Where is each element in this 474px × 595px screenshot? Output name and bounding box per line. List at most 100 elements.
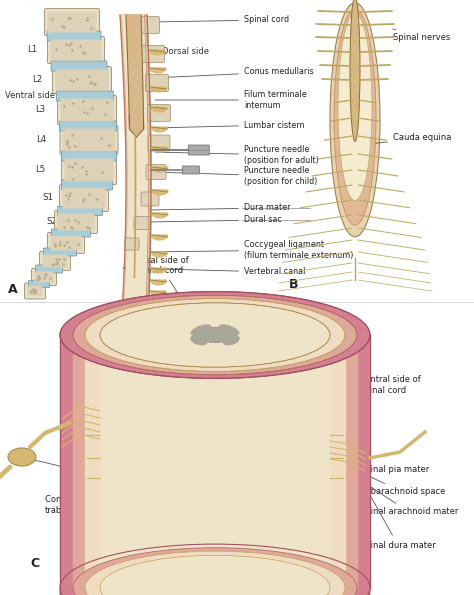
Polygon shape	[152, 213, 168, 218]
FancyBboxPatch shape	[62, 180, 112, 190]
FancyBboxPatch shape	[55, 211, 98, 233]
Text: L5: L5	[35, 165, 45, 174]
Polygon shape	[152, 167, 168, 172]
Ellipse shape	[196, 327, 234, 343]
Text: L1: L1	[27, 45, 37, 55]
Ellipse shape	[100, 303, 330, 367]
Polygon shape	[152, 147, 168, 152]
Ellipse shape	[73, 295, 357, 375]
Ellipse shape	[350, 0, 360, 142]
Polygon shape	[151, 87, 166, 92]
Polygon shape	[100, 335, 330, 587]
Text: Spinal nerve: Spinal nerve	[0, 594, 1, 595]
Polygon shape	[60, 335, 370, 587]
FancyBboxPatch shape	[142, 45, 164, 62]
FancyBboxPatch shape	[61, 99, 113, 121]
FancyBboxPatch shape	[137, 17, 159, 33]
FancyBboxPatch shape	[63, 187, 106, 208]
Text: Cauda equina: Cauda equina	[363, 133, 451, 145]
FancyBboxPatch shape	[47, 31, 101, 41]
FancyBboxPatch shape	[64, 158, 113, 181]
FancyBboxPatch shape	[146, 164, 166, 180]
FancyBboxPatch shape	[148, 135, 170, 151]
FancyBboxPatch shape	[63, 129, 115, 152]
FancyBboxPatch shape	[53, 67, 111, 93]
FancyBboxPatch shape	[43, 255, 67, 268]
Text: Puncture needle
(position for adult): Puncture needle (position for adult)	[155, 145, 319, 165]
Text: Subarachnoid space: Subarachnoid space	[347, 466, 446, 496]
Polygon shape	[129, 115, 144, 137]
Text: Lumbar cistern: Lumbar cistern	[155, 121, 304, 130]
Text: Connective tissue
trabeculae: Connective tissue trabeculae	[45, 471, 120, 515]
FancyBboxPatch shape	[55, 70, 109, 90]
FancyBboxPatch shape	[125, 238, 139, 250]
FancyBboxPatch shape	[182, 166, 200, 174]
Ellipse shape	[8, 448, 36, 466]
FancyBboxPatch shape	[51, 61, 107, 71]
Ellipse shape	[100, 555, 330, 595]
Polygon shape	[150, 291, 166, 296]
Text: Conus medullaris: Conus medullaris	[155, 67, 314, 78]
Text: Ventral root: Ventral root	[210, 457, 358, 595]
FancyBboxPatch shape	[57, 206, 102, 215]
FancyBboxPatch shape	[60, 126, 118, 155]
Text: Spinal nerves: Spinal nerves	[392, 29, 450, 42]
FancyBboxPatch shape	[57, 96, 117, 124]
Polygon shape	[73, 335, 357, 587]
Text: S3: S3	[49, 239, 61, 248]
Polygon shape	[150, 280, 166, 285]
Text: Ventral side: Ventral side	[5, 90, 55, 99]
FancyBboxPatch shape	[45, 8, 100, 36]
FancyBboxPatch shape	[28, 280, 49, 287]
Text: Puncture needle
(position for child): Puncture needle (position for child)	[155, 166, 318, 186]
Text: Dorsal side of
spinal cord: Dorsal side of spinal cord	[131, 256, 193, 318]
FancyBboxPatch shape	[146, 74, 168, 92]
Ellipse shape	[219, 324, 239, 336]
Ellipse shape	[330, 3, 380, 237]
Ellipse shape	[60, 549, 370, 595]
Polygon shape	[149, 50, 165, 55]
Polygon shape	[126, 15, 144, 129]
Ellipse shape	[73, 548, 357, 595]
Text: S4: S4	[49, 256, 61, 265]
FancyBboxPatch shape	[51, 236, 82, 250]
FancyBboxPatch shape	[56, 91, 113, 101]
FancyBboxPatch shape	[47, 233, 84, 253]
Text: Dentate ligament: Dentate ligament	[178, 585, 252, 595]
Text: Coccygeal ligament
(filum terminale externum): Coccygeal ligament (filum terminale exte…	[150, 240, 354, 259]
FancyBboxPatch shape	[134, 217, 150, 230]
Ellipse shape	[338, 13, 372, 201]
Text: B: B	[289, 278, 299, 291]
Text: S1: S1	[43, 193, 54, 202]
FancyBboxPatch shape	[60, 121, 117, 131]
FancyBboxPatch shape	[57, 214, 94, 230]
Text: Dorsal root ganglion: Dorsal root ganglion	[25, 458, 161, 484]
FancyBboxPatch shape	[62, 155, 117, 184]
Text: Dorsal side: Dorsal side	[162, 48, 209, 57]
Text: Ventral side of
spinal cord: Ventral side of spinal cord	[347, 375, 421, 414]
FancyBboxPatch shape	[52, 229, 91, 237]
Text: Filum terminale
internum: Filum terminale internum	[155, 90, 307, 109]
Polygon shape	[152, 235, 167, 240]
FancyBboxPatch shape	[47, 36, 104, 64]
Polygon shape	[151, 252, 167, 257]
FancyBboxPatch shape	[62, 151, 117, 161]
Text: S2: S2	[46, 218, 57, 227]
Ellipse shape	[191, 324, 211, 336]
Ellipse shape	[85, 299, 345, 371]
Polygon shape	[152, 127, 167, 132]
FancyBboxPatch shape	[27, 286, 43, 296]
Polygon shape	[85, 335, 345, 587]
FancyBboxPatch shape	[35, 271, 54, 283]
Text: Dura mater: Dura mater	[150, 203, 291, 212]
Text: L4: L4	[36, 136, 46, 145]
FancyBboxPatch shape	[147, 105, 171, 121]
Text: Vertebral canal: Vertebral canal	[123, 268, 305, 277]
Text: A: A	[8, 283, 18, 296]
Polygon shape	[122, 15, 148, 300]
Ellipse shape	[222, 334, 240, 345]
FancyBboxPatch shape	[25, 283, 46, 299]
Ellipse shape	[60, 292, 370, 378]
FancyBboxPatch shape	[36, 265, 63, 273]
Polygon shape	[151, 107, 167, 112]
